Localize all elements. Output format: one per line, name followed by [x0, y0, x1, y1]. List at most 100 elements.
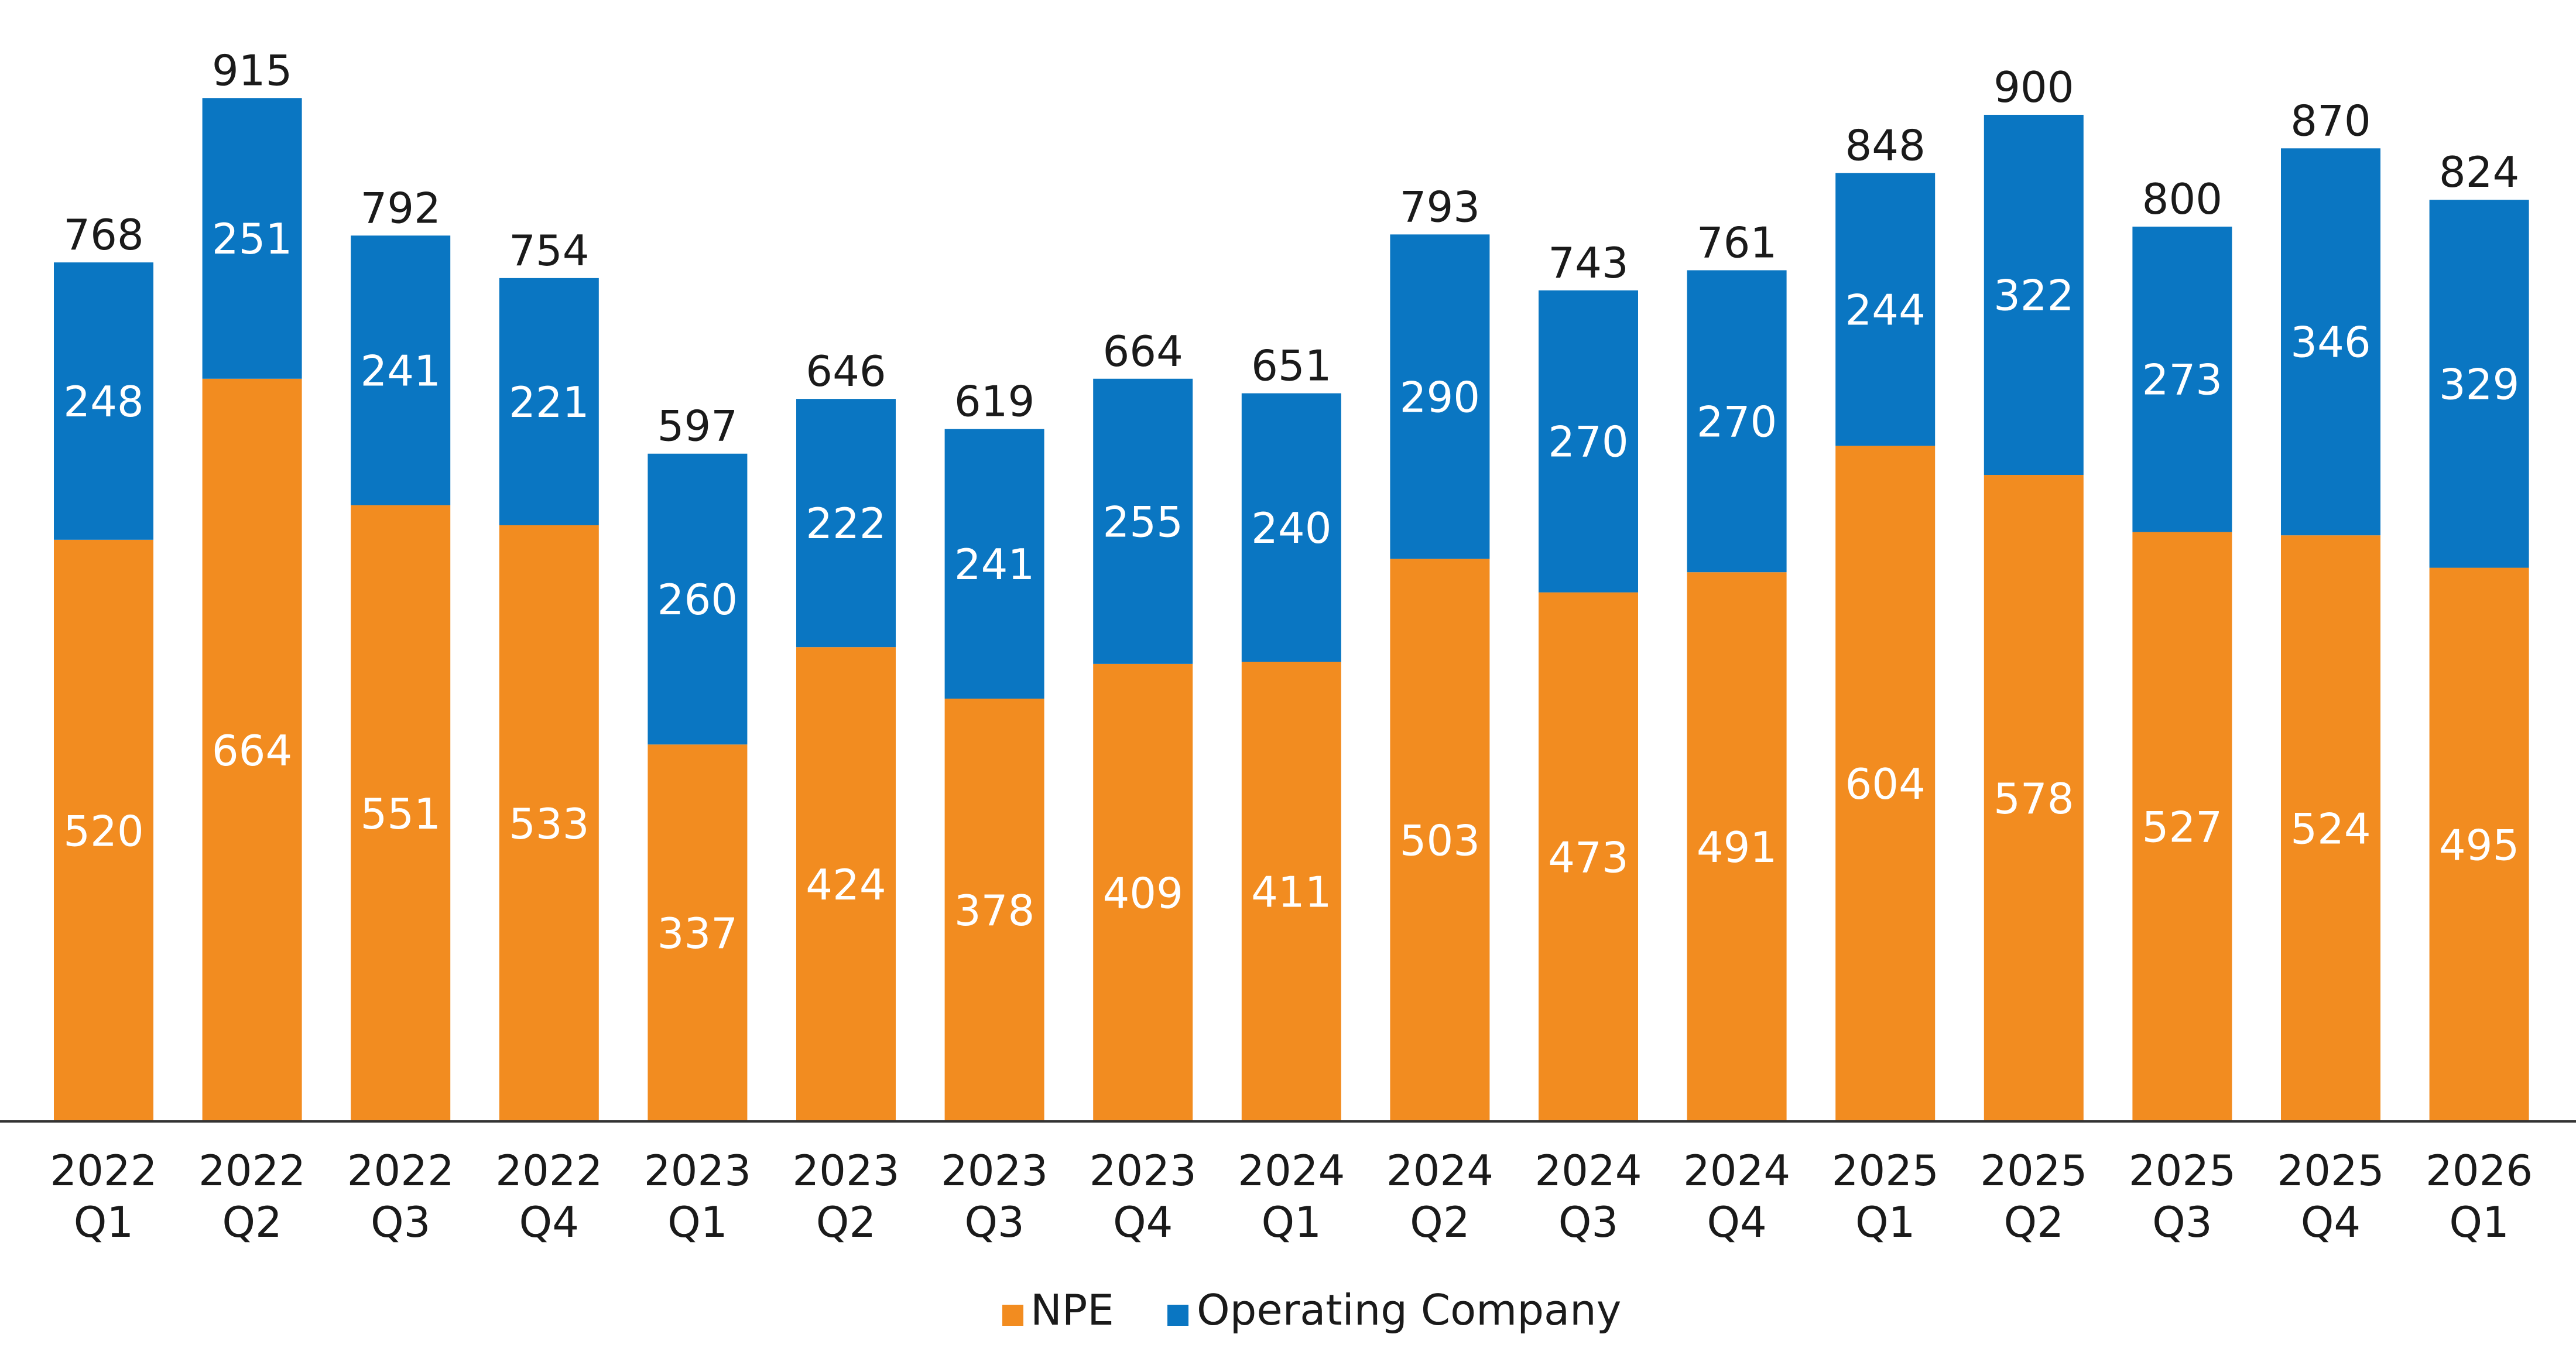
bar-npe — [2281, 535, 2380, 1121]
x-tick-year: 2023 — [644, 1146, 751, 1195]
x-tick-year: 2022 — [198, 1146, 306, 1195]
data-label-operating-company: 255 — [1102, 497, 1183, 546]
total-label: 792 — [360, 183, 440, 232]
data-label-operating-company: 222 — [806, 499, 886, 548]
x-tick-year: 2024 — [1238, 1146, 1345, 1195]
bar-npe — [2132, 532, 2232, 1121]
bar-operating-company — [2132, 227, 2232, 532]
total-label: 793 — [1400, 182, 1480, 231]
data-label-npe: 551 — [360, 789, 440, 839]
bar-npe — [944, 699, 1044, 1121]
total-label: 768 — [63, 210, 143, 259]
x-tick-quarter: Q3 — [2152, 1198, 2212, 1247]
bar-npe — [1687, 572, 1787, 1121]
x-tick-year: 2024 — [1386, 1146, 1493, 1195]
total-label: 597 — [657, 402, 738, 451]
x-tick-quarter: Q3 — [1558, 1198, 1618, 1247]
total-label: 848 — [1845, 121, 1925, 170]
x-tick-quarter: Q3 — [964, 1198, 1024, 1247]
bars-group — [54, 98, 2529, 1121]
bar-operating-company — [1984, 115, 2084, 476]
data-label-operating-company: 290 — [1400, 372, 1480, 422]
total-label: 870 — [2290, 96, 2371, 145]
x-tick-quarter: Q2 — [816, 1198, 876, 1247]
total-label: 651 — [1251, 341, 1331, 391]
legend-label-npe: NPE — [1030, 1285, 1114, 1335]
data-label-operating-company: 270 — [1697, 397, 1777, 446]
bar-operating-company — [1241, 393, 1341, 662]
total-label: 646 — [806, 347, 886, 396]
data-label-npe: 578 — [1993, 774, 2074, 823]
x-tick-quarter: Q1 — [1262, 1198, 1321, 1247]
total-label: 761 — [1697, 218, 1777, 267]
x-tick-year: 2025 — [2277, 1146, 2384, 1195]
data-label-operating-company: 273 — [2142, 355, 2222, 405]
legend-label-operating-company: Operating Company — [1197, 1285, 1621, 1335]
bar-operating-company — [648, 453, 748, 745]
x-tick-quarter: Q2 — [222, 1198, 282, 1247]
x-tick-quarter: Q4 — [1707, 1198, 1766, 1247]
x-tick-labels: 2022Q12022Q22022Q32022Q42023Q12023Q22023… — [50, 1146, 2533, 1247]
total-label: 900 — [1993, 63, 2074, 112]
bar-npe — [1241, 661, 1341, 1121]
bar-npe — [796, 647, 896, 1121]
x-tick-year: 2024 — [1683, 1146, 1790, 1195]
bar-operating-company — [351, 235, 451, 505]
x-tick-quarter: Q4 — [1113, 1198, 1173, 1247]
data-label-operating-company: 251 — [212, 214, 292, 264]
bar-operating-company — [1835, 173, 1936, 446]
bar-operating-company — [1539, 290, 1638, 593]
bar-npe — [1093, 663, 1193, 1121]
x-tick-year: 2025 — [2129, 1146, 2236, 1195]
data-label-operating-company: 270 — [1548, 418, 1628, 467]
x-tick-year: 2026 — [2426, 1146, 2533, 1195]
x-tick-year: 2023 — [792, 1146, 899, 1195]
total-label: 619 — [954, 377, 1034, 426]
x-tick-quarter: Q1 — [667, 1198, 727, 1247]
bar-operating-company — [202, 98, 302, 379]
bar-operating-company — [54, 262, 153, 540]
data-label-npe: 411 — [1251, 867, 1331, 916]
bar-operating-company — [2429, 200, 2529, 568]
x-tick-year: 2025 — [1832, 1146, 1939, 1195]
data-label-npe: 424 — [806, 860, 886, 909]
x-tick-quarter: Q1 — [74, 1198, 133, 1247]
total-label: 754 — [509, 226, 589, 275]
data-label-npe: 520 — [63, 806, 143, 856]
data-label-operating-company: 260 — [657, 575, 738, 624]
data-label-operating-company: 241 — [954, 540, 1034, 589]
bar-npe — [1835, 446, 1936, 1121]
total-label: 800 — [2142, 175, 2222, 224]
x-tick-quarter: Q4 — [519, 1198, 579, 1247]
x-tick-year: 2022 — [50, 1146, 157, 1195]
data-label-npe: 495 — [2439, 820, 2519, 870]
data-label-npe: 524 — [2290, 805, 2371, 854]
data-label-npe: 337 — [657, 909, 738, 958]
x-tick-quarter: Q2 — [1410, 1198, 1469, 1247]
total-label: 824 — [2439, 148, 2519, 197]
data-label-npe: 604 — [1845, 760, 1925, 809]
data-label-npe: 491 — [1697, 823, 1777, 872]
bar-operating-company — [2281, 148, 2380, 536]
x-tick-year: 2025 — [1980, 1146, 2087, 1195]
bar-npe — [2429, 567, 2529, 1121]
x-tick-quarter: Q1 — [1855, 1198, 1915, 1247]
data-label-npe: 527 — [2142, 803, 2222, 852]
x-tick-year: 2024 — [1534, 1146, 1642, 1195]
x-tick-year: 2023 — [941, 1146, 1048, 1195]
data-label-npe: 503 — [1400, 816, 1480, 866]
data-label-operating-company: 248 — [63, 377, 143, 426]
x-tick-quarter: Q2 — [2004, 1198, 2064, 1247]
data-label-npe: 533 — [509, 799, 589, 849]
data-label-npe: 378 — [954, 886, 1034, 935]
legend: NPE Operating Company — [1002, 1285, 1621, 1335]
total-label: 664 — [1102, 327, 1183, 376]
data-label-operating-company: 221 — [509, 378, 589, 427]
x-tick-quarter: Q4 — [2301, 1198, 2361, 1247]
x-tick-year: 2022 — [347, 1146, 454, 1195]
bar-operating-company — [944, 429, 1044, 699]
legend-swatch-operating-company — [1167, 1305, 1188, 1326]
bar-npe — [1984, 475, 2084, 1121]
bar-npe — [648, 744, 748, 1121]
